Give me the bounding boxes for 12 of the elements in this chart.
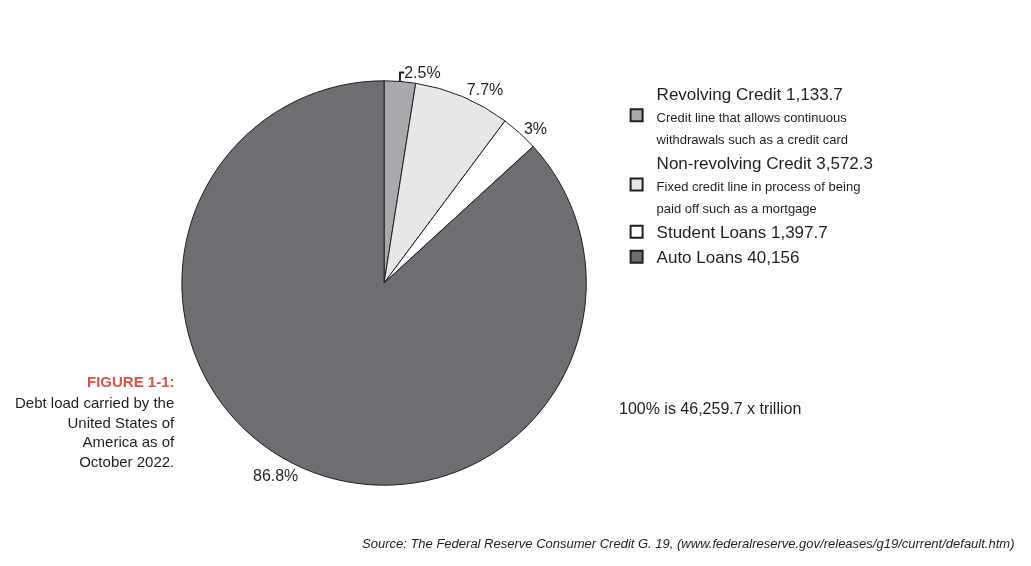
legend-label: Auto Loans 40,156 xyxy=(656,248,800,268)
caption: FIGURE 1-1: xyxy=(87,373,175,390)
text: 100% is 46,259.7 x trillion xyxy=(619,400,802,417)
data-label: 7.7% xyxy=(466,80,504,98)
legend-label: Non-revolving Credit 3,572.3 Fixed credit line in process of being paid off such as a mortgage xyxy=(656,154,874,217)
source-note: Source: The Federal Reserve Consumer Credit G. 19, (www.federalreserve.gov/releases/g19/current/default.htm) xyxy=(362,536,1015,551)
text: Debt load carried by the United States of America as of October 2022. xyxy=(15,394,176,470)
legend-label: Revolving Credit 1,133.7 Credit line that allows continuous withdrawals such as a credit card xyxy=(655,84,849,147)
data-label: 3% xyxy=(523,119,548,137)
data-label: 86.8% xyxy=(252,466,299,484)
legend-label: Student Loans 1,397.7 xyxy=(656,223,828,243)
data-label: 2.5% xyxy=(404,63,441,81)
